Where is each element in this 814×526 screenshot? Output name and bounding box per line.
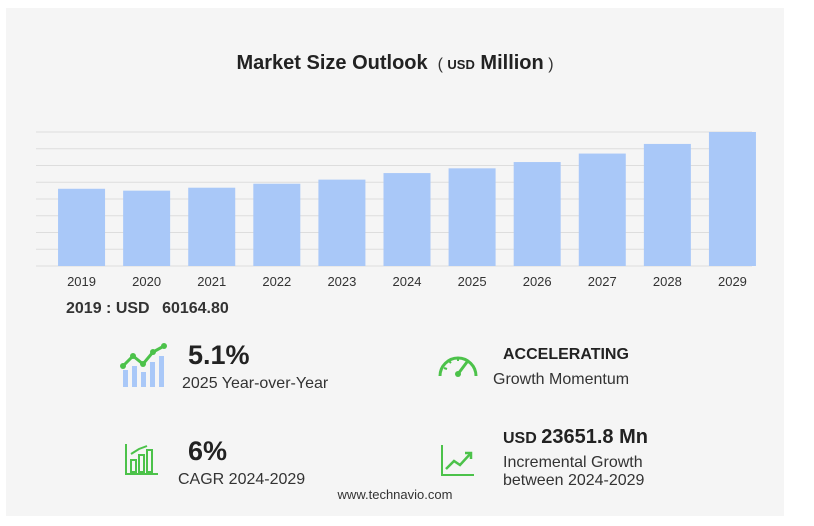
source-footer: www.technavio.com [337, 487, 453, 502]
bar-chart-icon [125, 444, 158, 475]
bar-2028 [643, 143, 691, 266]
kpi-cagr-label-wrap: CAGR 2024-2029 [178, 471, 305, 489]
x-tick-2027: 2027 [588, 274, 617, 289]
kpi-yoy-label-wrap: 2025 Year-over-Year [182, 375, 328, 393]
bar-2021 [188, 187, 236, 266]
speedometer-icon [438, 356, 478, 377]
bar-chart: 2019 2020 2021 2022 2023 2024 2025 2026 2027 2028… [36, 131, 756, 289]
trend-line-icon [441, 445, 474, 476]
kpi-momentum-value: ACCELERATING [503, 346, 629, 363]
x-tick-2022: 2022 [262, 274, 291, 289]
kpi-incremental-value: 23651.8 Mn [541, 426, 648, 448]
title-unit-open: ( [433, 56, 448, 73]
kpi-incremental-label-2: between 2024-2029 [503, 472, 645, 489]
bar-2020 [123, 190, 171, 266]
x-tick-2025: 2025 [458, 274, 487, 289]
base-sep: : [106, 300, 116, 317]
bar-2022 [253, 183, 301, 266]
growth-chart-icon [120, 343, 167, 387]
x-tick-2020: 2020 [132, 274, 161, 289]
kpi-momentum: ACCELERATING [503, 346, 629, 364]
base-currency: USD [115, 300, 150, 317]
bar-2024 [383, 173, 431, 266]
bar-2023 [318, 179, 366, 266]
x-tick-2023: 2023 [327, 274, 356, 289]
kpi-incremental-label-1: Incremental Growth [503, 454, 643, 471]
bar-2019 [58, 188, 106, 266]
x-tick-2021: 2021 [197, 274, 226, 289]
bar-2027 [578, 153, 626, 266]
chart-title: Market Size Outlook ( USD Million ) [6, 52, 784, 75]
x-tick-2026: 2026 [523, 274, 552, 289]
kpi-momentum-label-wrap: Growth Momentum [493, 371, 629, 389]
bar-2029 [708, 132, 756, 266]
bar-2025 [448, 168, 496, 266]
kpi-cagr: 6% [188, 436, 227, 467]
title-main: Market Size Outlook [236, 52, 428, 74]
kpi-momentum-label: Growth Momentum [493, 371, 630, 388]
kpi-yoy-value: 5.1% [188, 340, 250, 370]
base-value: 2019 : USD 60164.80 [66, 300, 229, 318]
x-tick-2028: 2028 [653, 274, 682, 289]
base-year: 2019 [66, 300, 102, 317]
x-tick-2024: 2024 [393, 274, 422, 289]
x-tick-labels: 2019 2020 2021 2022 2023 2024 2025 2026 2027 2028… [67, 274, 747, 289]
title-unit-close: ) [543, 56, 554, 73]
kpi-yoy-label: 2025 Year-over-Year [182, 375, 329, 392]
x-tick-2029: 2029 [718, 274, 747, 289]
title-unit: Million [480, 52, 544, 74]
bar-2026 [513, 162, 561, 266]
kpi-incremental-label-wrap: Incremental Growth between 2024-2029 [503, 454, 644, 490]
kpi-cagr-label: CAGR 2024-2029 [178, 471, 306, 488]
kpi-cagr-value: 6% [188, 436, 228, 466]
kpi-incremental-prefix: USD [503, 430, 537, 447]
bars [58, 132, 756, 266]
x-tick-2019: 2019 [67, 274, 96, 289]
title-unit-prefix: USD [447, 57, 475, 72]
kpi-incremental: USD 23651.8 Mn [503, 426, 648, 449]
kpi-yoy: 5.1% [188, 340, 250, 371]
base-amount: 60164.80 [162, 300, 229, 317]
